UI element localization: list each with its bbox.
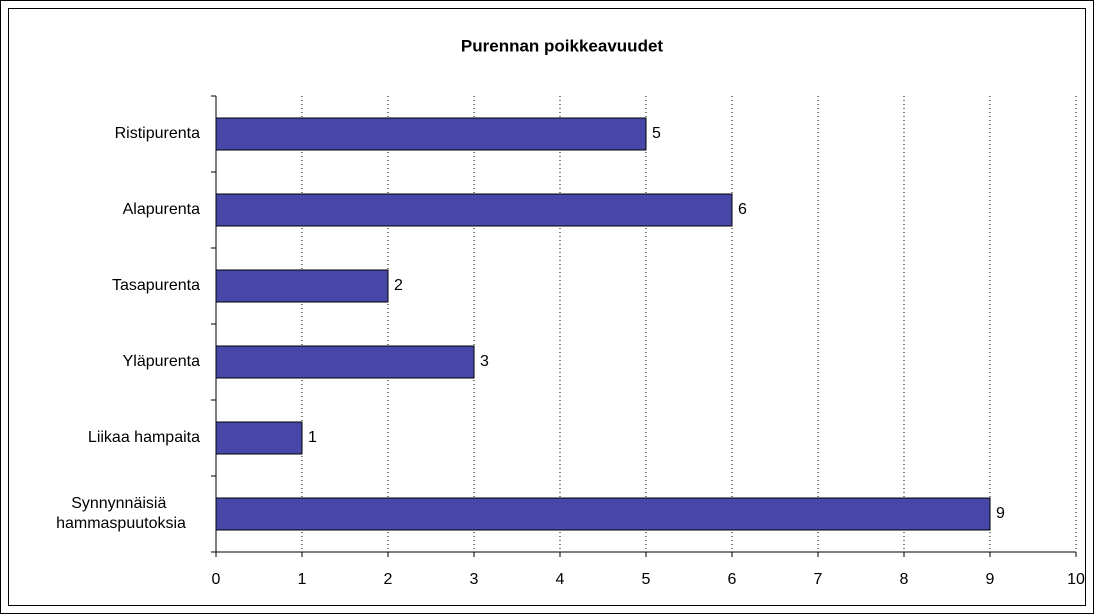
chart-frame (8, 8, 1086, 606)
bar (215, 269, 389, 303)
x-tick-label: 6 (728, 571, 737, 588)
x-tick-label: 4 (556, 571, 565, 588)
x-tick-label: 3 (470, 571, 479, 588)
x-tick-label: 1 (298, 571, 307, 588)
x-tick-label: 5 (642, 571, 651, 588)
bar (215, 497, 991, 531)
label-line: hammaspuutoksia (56, 515, 186, 532)
x-tick-label: 7 (814, 571, 823, 588)
y-tick-label: Liikaa hampaita (88, 429, 200, 446)
x-tick-label: 2 (384, 571, 393, 588)
y-tick-label: Synnynnäisiä hammaspuutoksia (56, 495, 186, 532)
x-tick-label: 8 (900, 571, 909, 588)
y-tick-label: Ristipurenta (115, 125, 200, 142)
y-tick-label: Tasapurenta (112, 277, 200, 294)
x-tick-label: 9 (986, 571, 995, 588)
bar (215, 345, 475, 379)
x-tick-label: 0 (212, 571, 221, 588)
bar (215, 117, 647, 151)
label-line: Synnynnäisiä (71, 495, 171, 512)
value-label: 6 (738, 201, 747, 218)
y-tick-label: Alapurenta (123, 201, 200, 218)
value-label: 9 (996, 505, 1005, 522)
bar (215, 193, 733, 227)
chart-title: Purennan poikkeavuudet (461, 36, 663, 55)
bar (215, 421, 303, 455)
value-label: 3 (480, 353, 489, 370)
value-label: 1 (308, 429, 317, 446)
x-tick-label: 10 (1067, 571, 1085, 588)
value-label: 2 (394, 277, 403, 294)
value-label: 5 (652, 125, 661, 142)
y-tick-label: Yläpurenta (123, 353, 200, 370)
